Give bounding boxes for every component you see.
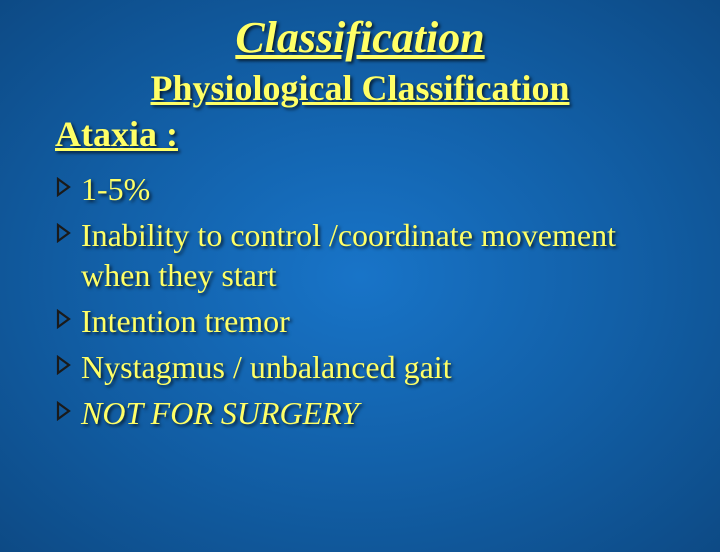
slide-title: Classification — [0, 12, 720, 63]
chevron-right-icon — [55, 401, 75, 421]
list-item: 1-5% — [55, 169, 680, 209]
chevron-right-icon — [55, 223, 75, 243]
list-item: Inability to control /coordinate movemen… — [55, 215, 680, 295]
list-item: Intention tremor — [55, 301, 680, 341]
bullet-list: 1-5% Inability to control /coordinate mo… — [55, 169, 680, 433]
slide-subtitle: Physiological Classification — [0, 67, 720, 109]
section-heading: Ataxia : — [55, 113, 720, 155]
chevron-right-icon — [55, 309, 75, 329]
bullet-text: 1-5% — [81, 169, 150, 209]
chevron-right-icon — [55, 177, 75, 197]
list-item: Nystagmus / unbalanced gait — [55, 347, 680, 387]
chevron-right-icon — [55, 355, 75, 375]
list-item: NOT FOR SURGERY — [55, 393, 680, 433]
bullet-text: Inability to control /coordinate movemen… — [81, 215, 680, 295]
bullet-text: Nystagmus / unbalanced gait — [81, 347, 452, 387]
bullet-text: NOT FOR SURGERY — [81, 393, 359, 433]
bullet-text: Intention tremor — [81, 301, 290, 341]
